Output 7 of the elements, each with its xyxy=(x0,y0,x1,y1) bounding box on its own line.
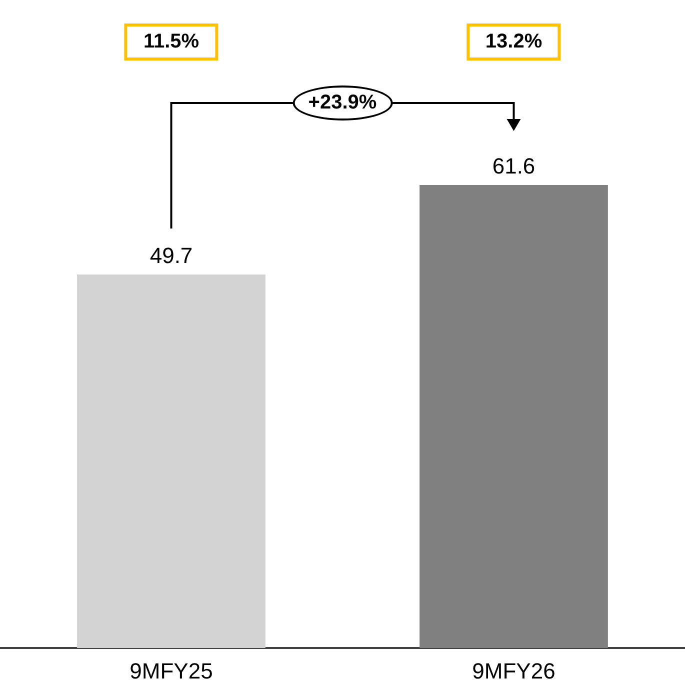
text: 11.5% xyxy=(124,24,218,60)
text: +23.9% xyxy=(292,86,393,120)
data-label: 61.6 xyxy=(492,154,536,178)
x-tick-label: 9MFY25 xyxy=(130,658,213,684)
text: 13.2% xyxy=(466,24,562,60)
data-label: 49.7 xyxy=(150,242,193,268)
x-tick-label: 9MFY26 xyxy=(472,658,556,684)
